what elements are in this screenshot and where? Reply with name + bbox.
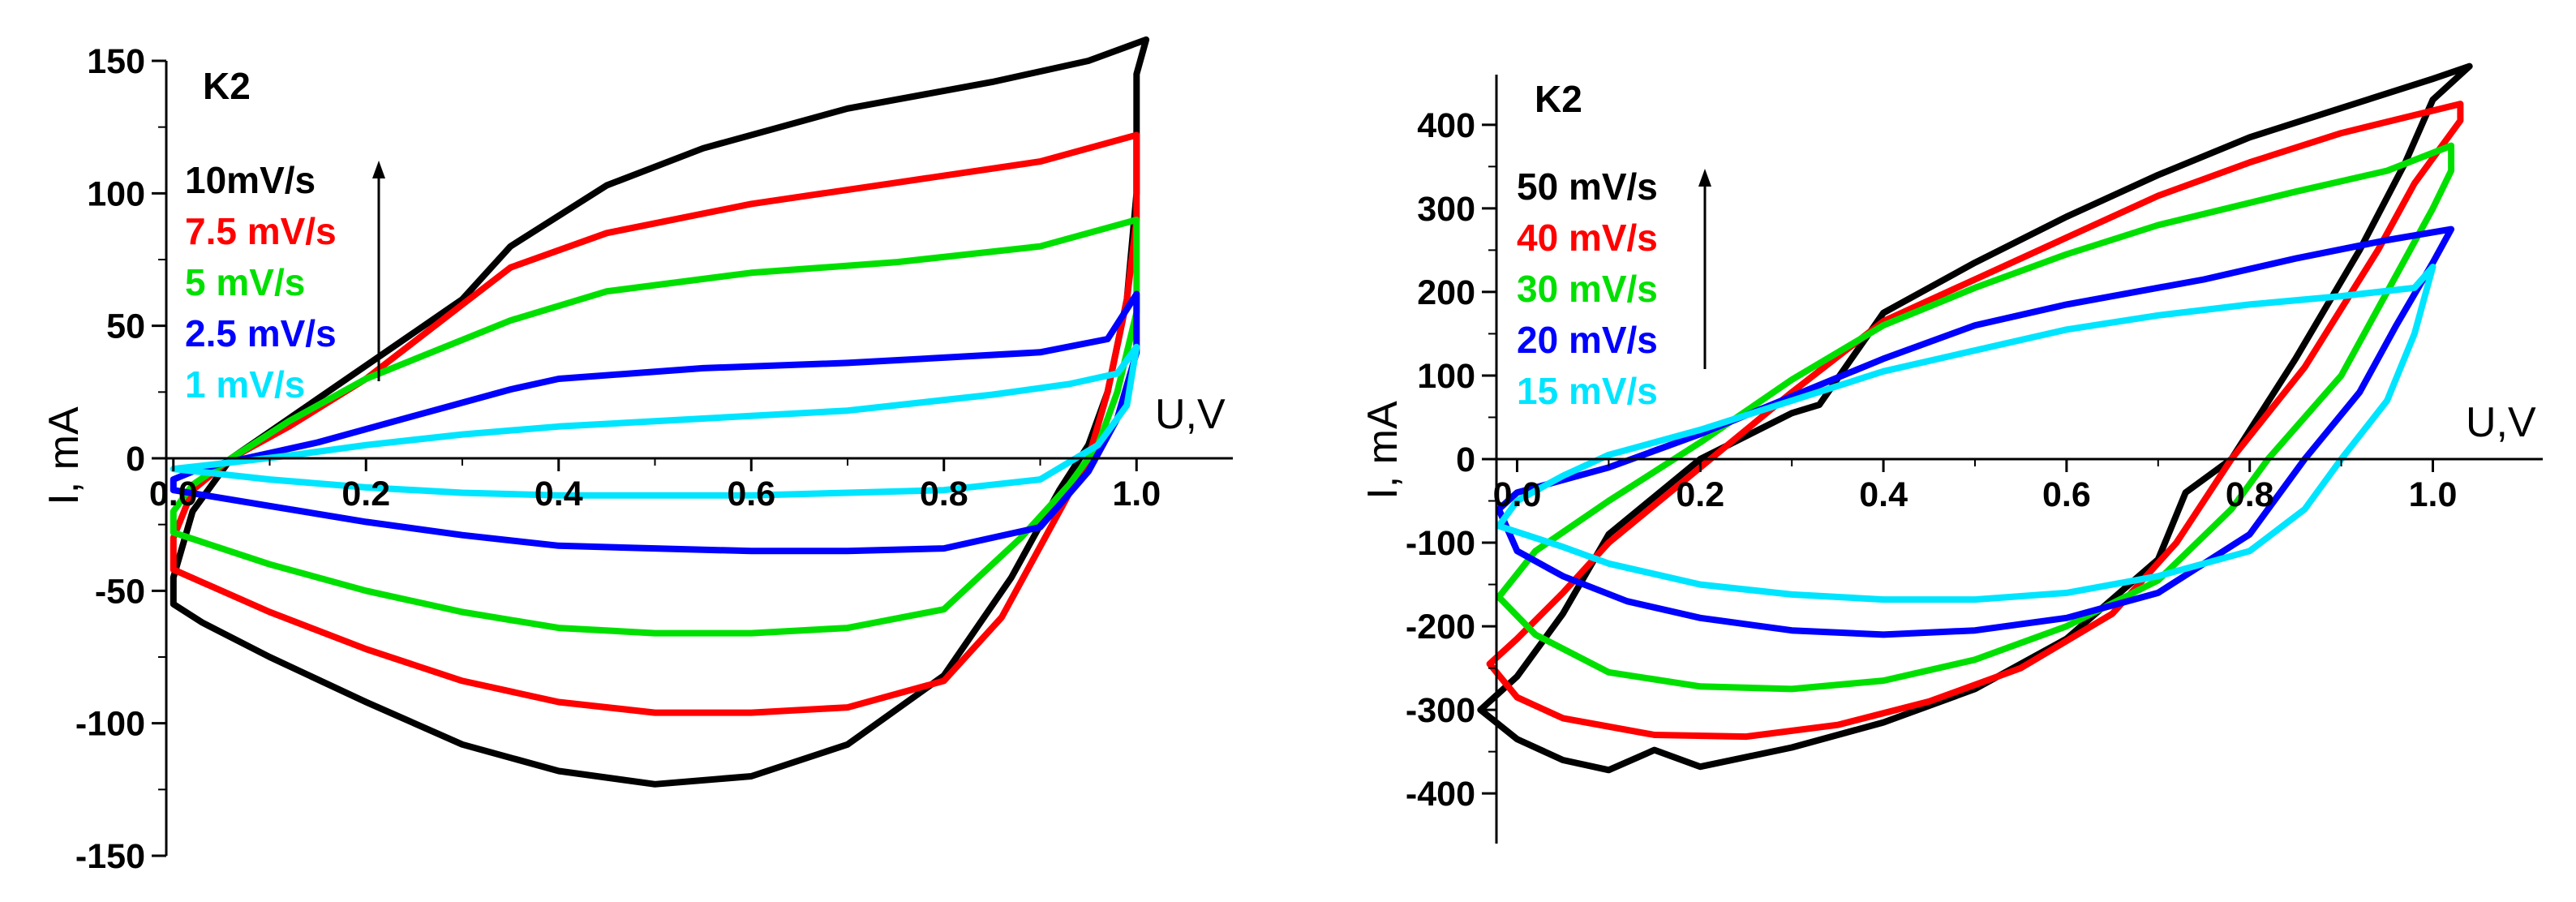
x-tick-label: 0.2 — [1676, 475, 1724, 514]
series-curve-5-mv-s — [170, 217, 1140, 637]
x-tick-label: 1.0 — [2409, 475, 2458, 514]
series-curve-20-mv-s — [1495, 226, 2455, 638]
legend-entry: 10mV/s — [185, 159, 316, 201]
series-curve-2-5-mv-s — [170, 290, 1140, 555]
y-tick-label: -400 — [1406, 775, 1475, 814]
y-tick-label: -200 — [1406, 608, 1475, 646]
y-tick-label: 50 — [106, 307, 145, 346]
y-tick-label: 150 — [87, 42, 145, 81]
legend: 50 mV/s 40 mV/s 30 mV/s 20 mV/s 15 mV/s — [1517, 165, 1658, 412]
y-tick-label: -300 — [1406, 691, 1475, 730]
y-tick-label: 300 — [1417, 190, 1475, 229]
y-tick-label: -50 — [95, 572, 145, 611]
x-tick-label: 0.8 — [920, 475, 968, 513]
legend-entry: 1 mV/s — [185, 363, 305, 406]
legend: 10mV/s 7.5 mV/s 5 mV/s 2.5 mV/s 1 mV/s — [185, 159, 337, 406]
chart-panel-left: -150 -100 -50 0 50 100 150 0.0 0.2 0.4 0.6 0.8 1.0 K… — [41, 36, 1233, 876]
series-curve-30-mv-s — [1495, 142, 2455, 693]
x-tick-label: 1.0 — [1112, 475, 1161, 513]
x-tick-label: 0.6 — [727, 475, 775, 513]
y-tick-label: 100 — [1417, 357, 1475, 396]
y-tick-label: -150 — [75, 837, 145, 876]
legend-entry: 30 mV/s — [1517, 268, 1658, 310]
axes-group — [1482, 75, 2543, 844]
x-tick-label: 0.0 — [149, 475, 198, 513]
y-axis-title: I, mA — [41, 406, 88, 505]
x-axis-title: U,V — [1155, 391, 1226, 438]
legend-entry: 20 mV/s — [1517, 319, 1658, 361]
legend-arrowhead — [1698, 169, 1711, 187]
x-tick-label: 0.6 — [2042, 475, 2091, 514]
legend-arrowhead — [372, 161, 385, 178]
legend-entry: 2.5 mV/s — [185, 312, 337, 354]
x-tick-label: 0.2 — [341, 475, 390, 513]
x-tick-label: 0.4 — [535, 475, 583, 513]
series-curve-10mv-s — [170, 36, 1150, 788]
legend-entry: 7.5 mV/s — [185, 210, 337, 252]
curves-group — [170, 36, 1150, 788]
legend-entry: 15 mV/s — [1517, 370, 1658, 412]
y-tick-label: 400 — [1417, 106, 1475, 145]
y-tick-label: -100 — [75, 705, 145, 744]
x-axis-title: U,V — [2466, 399, 2536, 446]
x-tick-label: 0.4 — [1859, 475, 1908, 514]
series-curve-1-mv-s — [170, 343, 1140, 499]
series-curve-15-mv-s — [1495, 264, 2436, 603]
tick-labels-group: -400 -300 -200 -100 0 100 200 300 400 0.0 0.2 0.4 0.… — [1406, 106, 2457, 814]
axes-group — [152, 59, 1233, 857]
y-tick-label: 0 — [1456, 440, 1475, 479]
y-tick-label: 0 — [126, 440, 145, 479]
curves-group — [1477, 62, 2473, 774]
sample-label: K2 — [203, 65, 251, 107]
legend-entry: 40 mV/s — [1517, 217, 1658, 259]
legend-entry: 5 mV/s — [185, 261, 305, 303]
sample-label: K2 — [1535, 78, 1582, 120]
legend-entry: 50 mV/s — [1517, 165, 1658, 208]
y-tick-label: 200 — [1417, 273, 1475, 312]
x-tick-label: 0.0 — [1493, 475, 1542, 514]
y-axis-title: I, mA — [1359, 401, 1406, 500]
y-tick-label: -100 — [1406, 524, 1475, 563]
y-tick-label: 100 — [87, 174, 145, 213]
x-tick-label: 0.8 — [2226, 475, 2274, 514]
series-curve-50-mv-s — [1477, 62, 2473, 774]
chart-panel-right: -400 -300 -200 -100 0 100 200 300 400 0.0 0.2 0.4 0.… — [1359, 62, 2543, 844]
tick-labels-group: -150 -100 -50 0 50 100 150 0.0 0.2 0.4 0.6 0.8 1.0 — [75, 42, 1161, 876]
